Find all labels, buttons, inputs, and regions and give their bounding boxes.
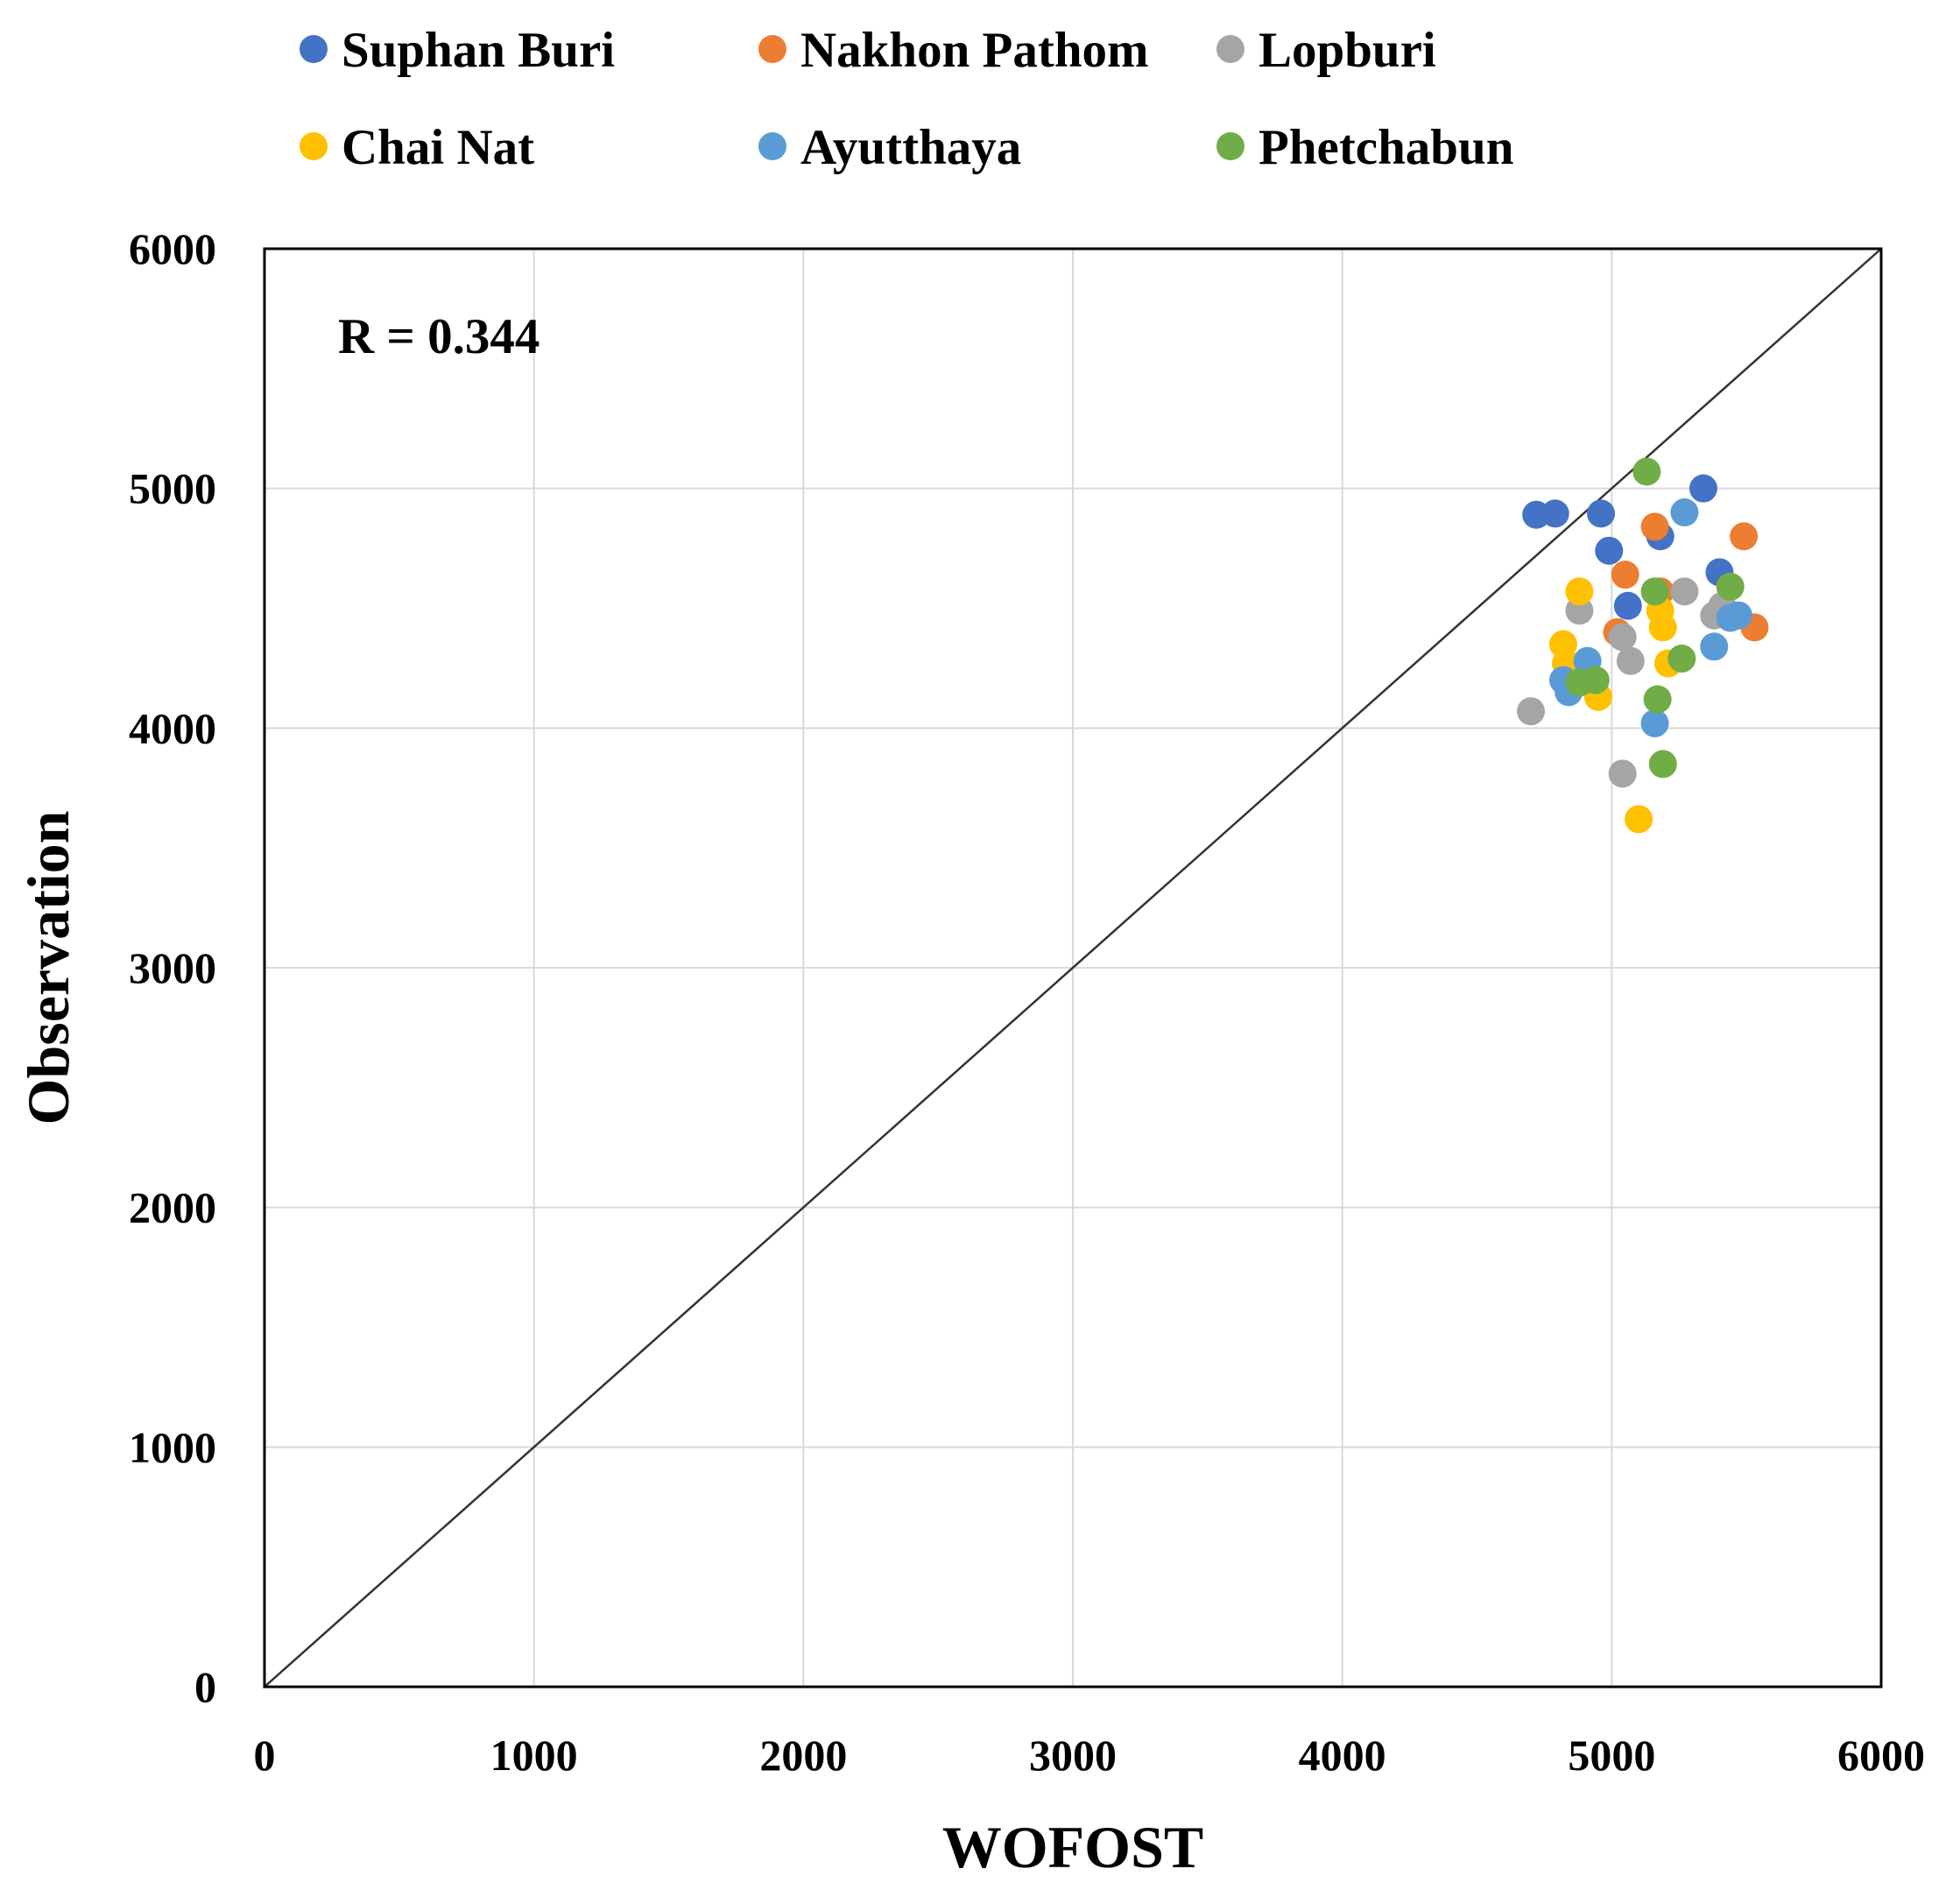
data-point xyxy=(1670,498,1699,527)
data-point xyxy=(1608,623,1637,652)
x-tick-label: 6000 xyxy=(1837,1731,1925,1780)
legend-marker xyxy=(300,35,328,63)
y-tick-labels: 0 1000 2000 3000 4000 5000 6000 xyxy=(129,224,216,1711)
data-point xyxy=(1581,666,1610,695)
x-tick-label: 1000 xyxy=(490,1731,578,1780)
x-tick-label: 4000 xyxy=(1299,1731,1386,1780)
one-to-one-line xyxy=(264,248,1882,1688)
legend-marker xyxy=(758,35,786,63)
x-tick-labels: 0 1000 2000 3000 4000 5000 6000 xyxy=(254,1731,1926,1780)
legend-label: Nakhon Pathom xyxy=(800,23,1149,78)
data-point xyxy=(1565,596,1594,625)
legend: Suphan Buri Nakhon Pathom Lopburi Chai Nat A… xyxy=(300,23,1513,175)
y-tick-label: 0 xyxy=(194,1662,216,1711)
r-value-annotation: R = 0.344 xyxy=(338,309,539,364)
legend-label: Ayutthaya xyxy=(800,120,1021,175)
plot-area xyxy=(263,247,1883,1689)
legend-marker xyxy=(300,132,328,160)
data-point xyxy=(1613,591,1642,620)
data-point xyxy=(1517,697,1546,726)
data-point xyxy=(1648,750,1677,779)
data-point xyxy=(1689,474,1717,503)
x-tick-label: 3000 xyxy=(1029,1731,1117,1780)
data-point xyxy=(1611,561,1639,589)
data-points xyxy=(1517,457,1769,834)
x-tick-label: 0 xyxy=(254,1731,276,1780)
data-point xyxy=(1716,572,1745,601)
y-tick-label: 1000 xyxy=(129,1422,216,1471)
legend-marker xyxy=(758,132,786,160)
data-point xyxy=(1625,805,1653,834)
data-point xyxy=(1648,613,1677,642)
legend-label: Suphan Buri xyxy=(342,23,615,78)
data-point xyxy=(1587,499,1616,528)
data-point xyxy=(1565,577,1594,606)
legend-marker xyxy=(1216,35,1244,63)
data-point xyxy=(1640,512,1669,541)
legend-label: Lopburi xyxy=(1258,23,1436,78)
legend-label: Chai Nat xyxy=(342,120,534,175)
y-tick-label: 4000 xyxy=(129,703,216,752)
y-tick-label: 3000 xyxy=(129,943,216,992)
data-point xyxy=(1724,601,1752,630)
data-point xyxy=(1667,644,1696,673)
legend-label: Phetchabun xyxy=(1258,120,1513,175)
y-tick-label: 2000 xyxy=(129,1183,216,1232)
y-tick-label: 6000 xyxy=(129,224,216,273)
x-tick-label: 5000 xyxy=(1568,1731,1655,1780)
data-point xyxy=(1730,522,1759,551)
data-point xyxy=(1700,632,1729,661)
y-axis-title: Observation xyxy=(15,811,81,1125)
data-point xyxy=(1608,759,1637,788)
data-point xyxy=(1640,577,1669,606)
data-point xyxy=(1616,646,1645,675)
legend-marker xyxy=(1216,132,1244,160)
data-point xyxy=(1670,577,1699,606)
data-point xyxy=(1640,709,1669,737)
x-axis-title: WOFOST xyxy=(942,1814,1204,1880)
data-point xyxy=(1632,457,1661,486)
x-tick-label: 2000 xyxy=(759,1731,847,1780)
y-tick-label: 5000 xyxy=(129,464,216,513)
data-point xyxy=(1595,536,1624,565)
data-point xyxy=(1541,499,1569,528)
data-point xyxy=(1643,685,1672,714)
